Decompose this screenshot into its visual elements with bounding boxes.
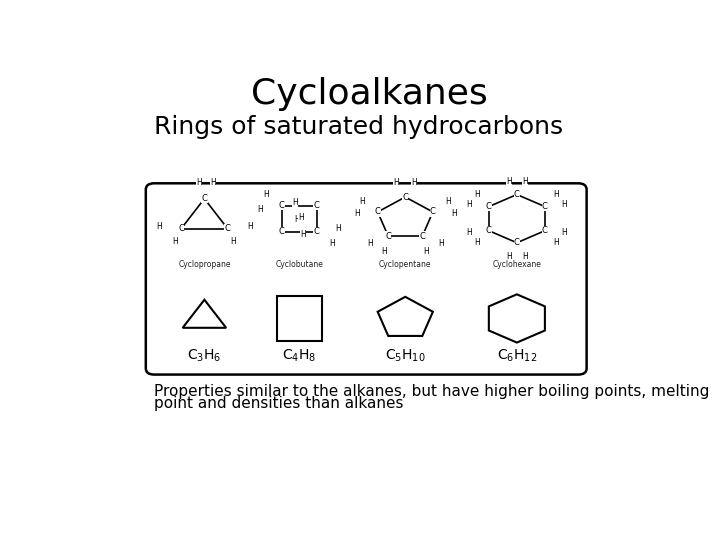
Text: Rings of saturated hydrocarbons: Rings of saturated hydrocarbons — [154, 115, 563, 139]
Text: H: H — [467, 200, 472, 210]
Text: $\mathregular{C_3H_6}$: $\mathregular{C_3H_6}$ — [187, 348, 222, 364]
Text: $\mathregular{C_6H_{12}}$: $\mathregular{C_6H_{12}}$ — [497, 348, 537, 364]
Text: H: H — [173, 237, 179, 246]
Text: $\mathregular{C_4H_8}$: $\mathregular{C_4H_8}$ — [282, 348, 317, 364]
Text: H: H — [554, 238, 559, 247]
Text: H: H — [300, 231, 306, 239]
Text: H: H — [367, 239, 373, 248]
Text: H: H — [292, 198, 298, 207]
Text: H: H — [196, 178, 202, 187]
Text: C: C — [314, 227, 320, 236]
Text: H: H — [294, 215, 300, 225]
Text: H: H — [562, 200, 567, 210]
Text: C: C — [402, 193, 408, 201]
Text: C: C — [514, 238, 520, 247]
Text: H: H — [247, 222, 253, 231]
Text: H: H — [354, 210, 360, 218]
Text: point and densities than alkanes: point and densities than alkanes — [154, 396, 404, 411]
Text: H: H — [359, 197, 365, 206]
Text: Cyclohexane: Cyclohexane — [492, 260, 541, 269]
Polygon shape — [277, 295, 322, 341]
Text: H: H — [230, 237, 236, 246]
Text: H: H — [474, 238, 480, 247]
Text: H: H — [329, 239, 335, 248]
Text: $\mathregular{C_5H_{10}}$: $\mathregular{C_5H_{10}}$ — [385, 348, 426, 364]
Text: H: H — [210, 178, 216, 187]
Text: Properties similar to the alkanes, but have higher boiling points, melting: Properties similar to the alkanes, but h… — [154, 384, 709, 399]
Text: C: C — [542, 226, 548, 235]
Text: C: C — [225, 224, 230, 233]
Text: C: C — [179, 224, 184, 233]
Text: Cyclopropane: Cyclopropane — [178, 260, 230, 269]
Text: C: C — [279, 201, 285, 210]
Text: H: H — [554, 191, 559, 199]
Polygon shape — [183, 300, 226, 328]
Text: H: H — [298, 213, 304, 222]
Text: H: H — [522, 177, 528, 186]
Text: H: H — [522, 252, 528, 261]
Text: C: C — [430, 207, 436, 217]
Text: Cyclopentane: Cyclopentane — [379, 260, 431, 269]
Text: H: H — [445, 197, 451, 206]
Text: C: C — [514, 190, 520, 199]
Polygon shape — [489, 294, 545, 342]
Text: C: C — [486, 202, 492, 211]
Text: H: H — [506, 177, 512, 186]
Text: H: H — [467, 228, 472, 237]
Text: H: H — [423, 247, 429, 256]
Text: Cyclobutane: Cyclobutane — [275, 260, 323, 269]
Text: Cycloalkanes: Cycloalkanes — [251, 77, 487, 111]
Text: H: H — [411, 178, 417, 187]
Text: C: C — [314, 201, 320, 210]
Polygon shape — [378, 297, 433, 336]
Text: H: H — [156, 222, 162, 231]
Text: C: C — [385, 232, 391, 241]
Text: H: H — [451, 210, 456, 218]
Text: C: C — [279, 227, 285, 236]
Text: C: C — [374, 207, 381, 217]
Text: H: H — [562, 228, 567, 237]
Text: C: C — [419, 232, 426, 241]
Text: H: H — [506, 252, 512, 261]
Text: H: H — [393, 178, 399, 187]
Text: H: H — [264, 190, 269, 199]
Text: H: H — [335, 224, 341, 233]
Text: H: H — [382, 247, 387, 256]
Text: H: H — [474, 191, 480, 199]
Text: H: H — [258, 205, 264, 213]
Text: C: C — [202, 194, 207, 203]
FancyBboxPatch shape — [145, 183, 587, 375]
Text: C: C — [486, 226, 492, 235]
Text: H: H — [438, 239, 444, 248]
Text: C: C — [542, 202, 548, 211]
